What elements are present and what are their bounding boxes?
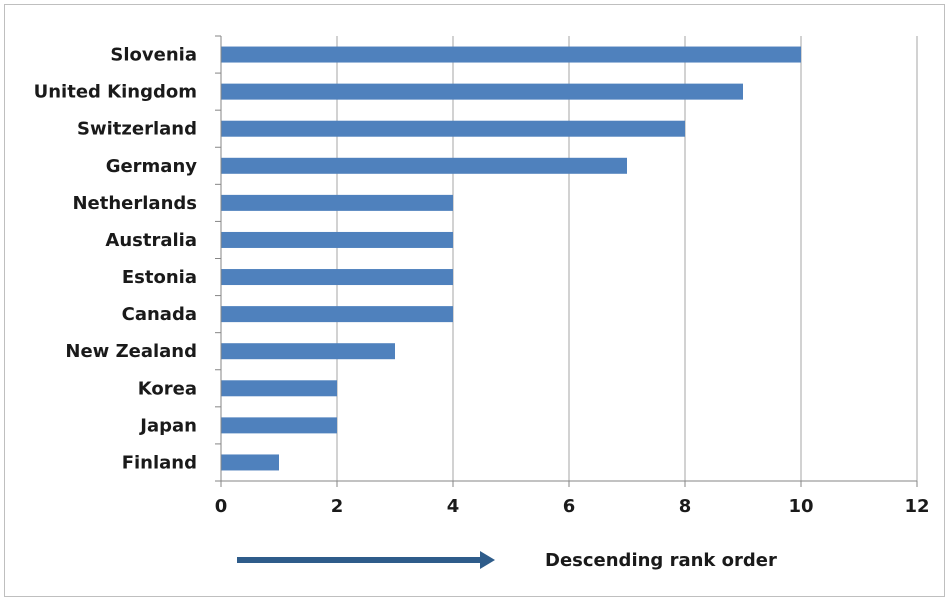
category-label: Finland [122, 452, 197, 473]
gridlines [336, 36, 918, 481]
category-label: Korea [138, 378, 197, 399]
bar [221, 454, 279, 471]
bar [221, 194, 453, 211]
rank-order-annotation: Descending rank order [237, 550, 777, 571]
x-tick-label: 12 [904, 496, 929, 517]
bar [221, 306, 453, 323]
x-tick-labels: 0 2 4 6 8 10 12 [215, 496, 930, 517]
category-label: Netherlands [72, 193, 197, 214]
rank-order-arrow-head [480, 551, 495, 569]
x-tick-label: 6 [563, 496, 576, 517]
bar [221, 231, 453, 248]
x-tick-label: 8 [679, 496, 692, 517]
category-label: Slovenia [110, 45, 197, 66]
bar [221, 380, 337, 397]
category-label: Canada [122, 304, 197, 325]
category-label: Australia [105, 230, 197, 251]
category-label: New Zealand [65, 341, 197, 362]
x-tick-label: 4 [447, 496, 460, 517]
category-label: Estonia [122, 267, 197, 288]
axes [215, 35, 918, 487]
category-label: Germany [106, 156, 198, 177]
x-tick-label: 2 [331, 496, 344, 517]
x-tick-label: 0 [215, 496, 228, 517]
bar [221, 46, 801, 63]
bar [221, 157, 627, 174]
bars [221, 46, 801, 471]
category-label: United Kingdom [34, 82, 197, 103]
bar [221, 83, 743, 100]
category-label: Japan [138, 415, 197, 436]
x-tick-label: 10 [788, 496, 813, 517]
category-labels: Slovenia United Kingdom Switzerland Germany… [34, 45, 198, 474]
rank-order-label: Descending rank order [545, 550, 777, 571]
category-label: Switzerland [77, 119, 197, 140]
chart-frame [4, 4, 945, 597]
bar [221, 417, 337, 434]
bar [221, 120, 685, 137]
bar [221, 343, 395, 360]
bar [221, 269, 453, 286]
